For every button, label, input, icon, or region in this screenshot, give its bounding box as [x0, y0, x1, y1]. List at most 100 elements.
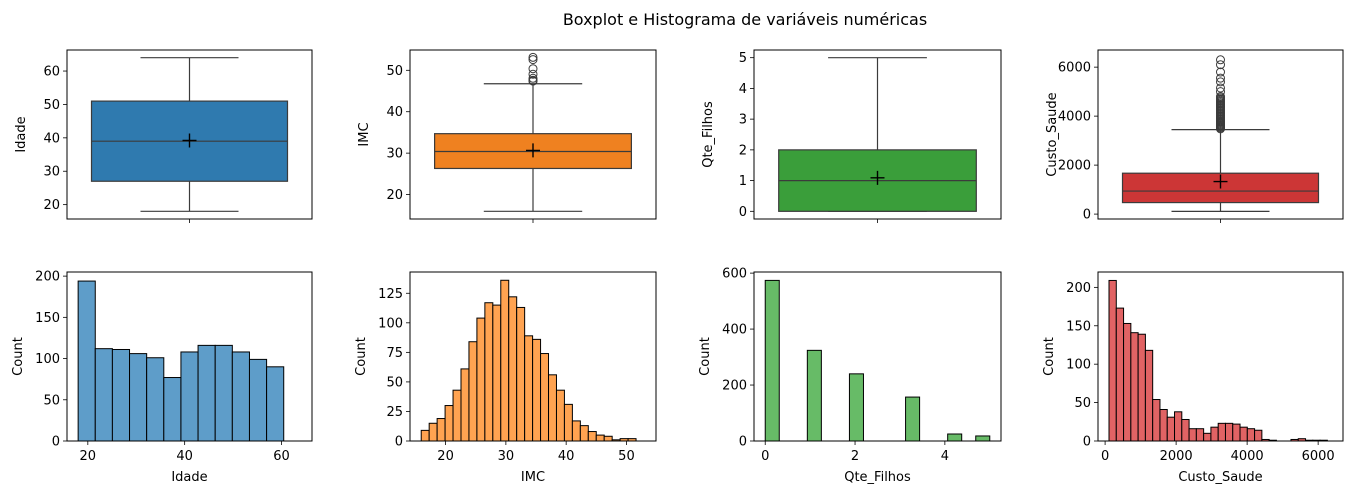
histogram-bar: [460, 368, 470, 442]
histogram-bar: [555, 389, 565, 442]
outlier-point: [1216, 87, 1225, 97]
histogram-bar: [1108, 279, 1117, 442]
y-tick-label: 100: [35, 352, 60, 367]
x-tick-label: 30: [498, 449, 515, 464]
x-tick-label: 20: [437, 449, 454, 464]
x-tick-label: 20: [80, 449, 97, 464]
histogram-bar: [146, 357, 165, 442]
y-tick-label: 2000: [1058, 159, 1091, 174]
x-axis-label: Idade: [171, 470, 207, 485]
y-tick-label: 1: [739, 174, 747, 189]
figure-suptitle: Boxplot e Histograma de variáveis numéri…: [563, 10, 927, 29]
histogram-bar: [532, 338, 542, 442]
axes-frame: [1097, 271, 1344, 442]
y-tick-label: 40: [43, 131, 60, 146]
histogram-bar: [436, 418, 446, 442]
outlier-point: [528, 52, 538, 62]
y-tick-label: 0: [739, 205, 747, 220]
outlier-point: [528, 73, 538, 83]
histogram-bar: [524, 335, 534, 442]
histogram-bar: [77, 280, 96, 442]
y-tick-label: 25: [386, 405, 403, 420]
y-axis-label: Qte_Filhos: [701, 101, 716, 168]
histogram-bar: [1159, 409, 1168, 442]
x-tick-label: 0: [1101, 449, 1109, 464]
histogram-bar: [516, 306, 526, 442]
histogram-bar: [603, 435, 613, 442]
y-tick-label: 50: [43, 98, 60, 113]
histogram-bar: [1224, 422, 1234, 442]
y-tick-label: 150: [1066, 319, 1091, 334]
x-axis-label: Custo_Saude: [1178, 470, 1262, 485]
histogram-bar: [452, 389, 462, 442]
y-tick-label: 50: [1074, 396, 1091, 411]
outlier-point: [1216, 77, 1225, 87]
subplot-histogram-custo-saude: 0 50 100 150 200 Count 0 2000 4000 6000 Custo_Saud…: [1042, 271, 1344, 485]
outlier-point: [528, 55, 538, 65]
y-tick-label: 30: [386, 147, 403, 162]
histogram-bar: [947, 433, 963, 442]
histogram-bar: [508, 296, 518, 442]
histogram-bar: [420, 429, 430, 442]
y-tick-label: 50: [43, 393, 60, 408]
histogram-bar: [1188, 428, 1197, 442]
axes-frame: [753, 49, 1002, 220]
y-tick-label: 5: [739, 51, 747, 66]
y-tick-label: 3: [739, 113, 747, 128]
histogram-bar: [587, 431, 597, 442]
y-tick-label: 6000: [1058, 61, 1091, 76]
x-tick-label: 60: [273, 449, 290, 464]
x-tick-label: 2000: [1160, 449, 1193, 464]
x-tick-label: 40: [558, 449, 575, 464]
y-tick-label: 100: [378, 316, 403, 331]
histogram-bar: [1195, 428, 1205, 442]
outlier-point: [1216, 83, 1225, 93]
histogram-bar: [540, 353, 550, 442]
y-tick-label: 200: [35, 270, 60, 285]
histogram-bar: [180, 351, 199, 442]
y-tick-label: 0: [1083, 435, 1091, 450]
y-tick-label: 600: [722, 267, 747, 282]
histogram-bar: [94, 348, 113, 442]
histogram-bar: [1174, 411, 1183, 442]
axes-frame: [66, 271, 313, 442]
axes-frame: [409, 271, 657, 442]
x-tick-label: 6000: [1302, 449, 1335, 464]
histogram-bar: [1115, 307, 1125, 442]
y-axis-label: Idade: [14, 116, 29, 152]
histogram-bar: [266, 366, 285, 442]
mean-marker: [526, 143, 540, 158]
y-tick-label: 40: [386, 105, 403, 120]
histogram-bar: [1123, 322, 1132, 442]
histogram-bar: [484, 302, 494, 442]
x-tick-label: 2: [851, 449, 859, 464]
y-axis-label: Count: [1042, 337, 1057, 376]
histogram-bar: [1152, 399, 1161, 442]
outlier-point: [1216, 73, 1225, 83]
histogram-bar: [248, 358, 268, 442]
outlier-point: [1216, 92, 1225, 102]
subplot-box-custo-saude: 0 2000 4000 6000 Custo_Saude: [1045, 49, 1344, 223]
histogram-bar: [595, 434, 605, 442]
mean-marker: [182, 133, 197, 148]
histogram-bar: [764, 279, 780, 442]
y-tick-label: 0: [395, 435, 403, 450]
y-tick-label: 50: [386, 375, 403, 390]
subplot-box-imc: 20 30 40 50 IMC: [357, 49, 657, 223]
histogram-bar: [468, 341, 478, 442]
y-tick-label: 0: [739, 435, 747, 450]
axes-frame: [753, 271, 1002, 442]
outlier-point: [1216, 67, 1225, 77]
y-tick-label: 20: [43, 198, 60, 213]
histogram-bar: [1144, 349, 1154, 442]
y-axis-label: IMC: [357, 122, 372, 146]
x-tick-label: 40: [176, 449, 193, 464]
histogram-bar: [500, 279, 510, 442]
histogram-bar: [579, 425, 589, 442]
histogram-bar: [231, 351, 250, 442]
histogram-bar: [492, 304, 502, 442]
y-tick-label: 200: [1066, 281, 1091, 296]
x-tick-label: 4000: [1231, 449, 1264, 464]
histogram-bar: [444, 405, 454, 442]
x-tick-label: 0: [761, 449, 769, 464]
